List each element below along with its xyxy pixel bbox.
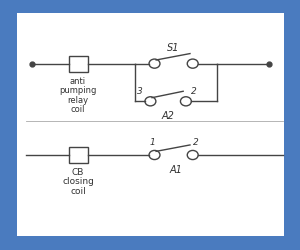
Text: coil: coil (71, 105, 85, 114)
Text: CB: CB (72, 167, 84, 176)
Text: A1: A1 (170, 164, 183, 174)
Text: closing: closing (62, 177, 94, 186)
Text: 1: 1 (149, 138, 155, 147)
Text: anti: anti (70, 76, 86, 85)
Text: relay: relay (68, 95, 88, 104)
Text: pumping: pumping (59, 86, 97, 95)
Text: A2: A2 (162, 110, 175, 120)
Bar (68, 56, 88, 72)
Bar (68, 148, 88, 163)
Text: 2: 2 (193, 138, 199, 147)
Text: coil: coil (70, 186, 86, 195)
Text: 3: 3 (137, 86, 143, 96)
Text: S1: S1 (167, 43, 180, 53)
Text: 2: 2 (191, 86, 197, 96)
